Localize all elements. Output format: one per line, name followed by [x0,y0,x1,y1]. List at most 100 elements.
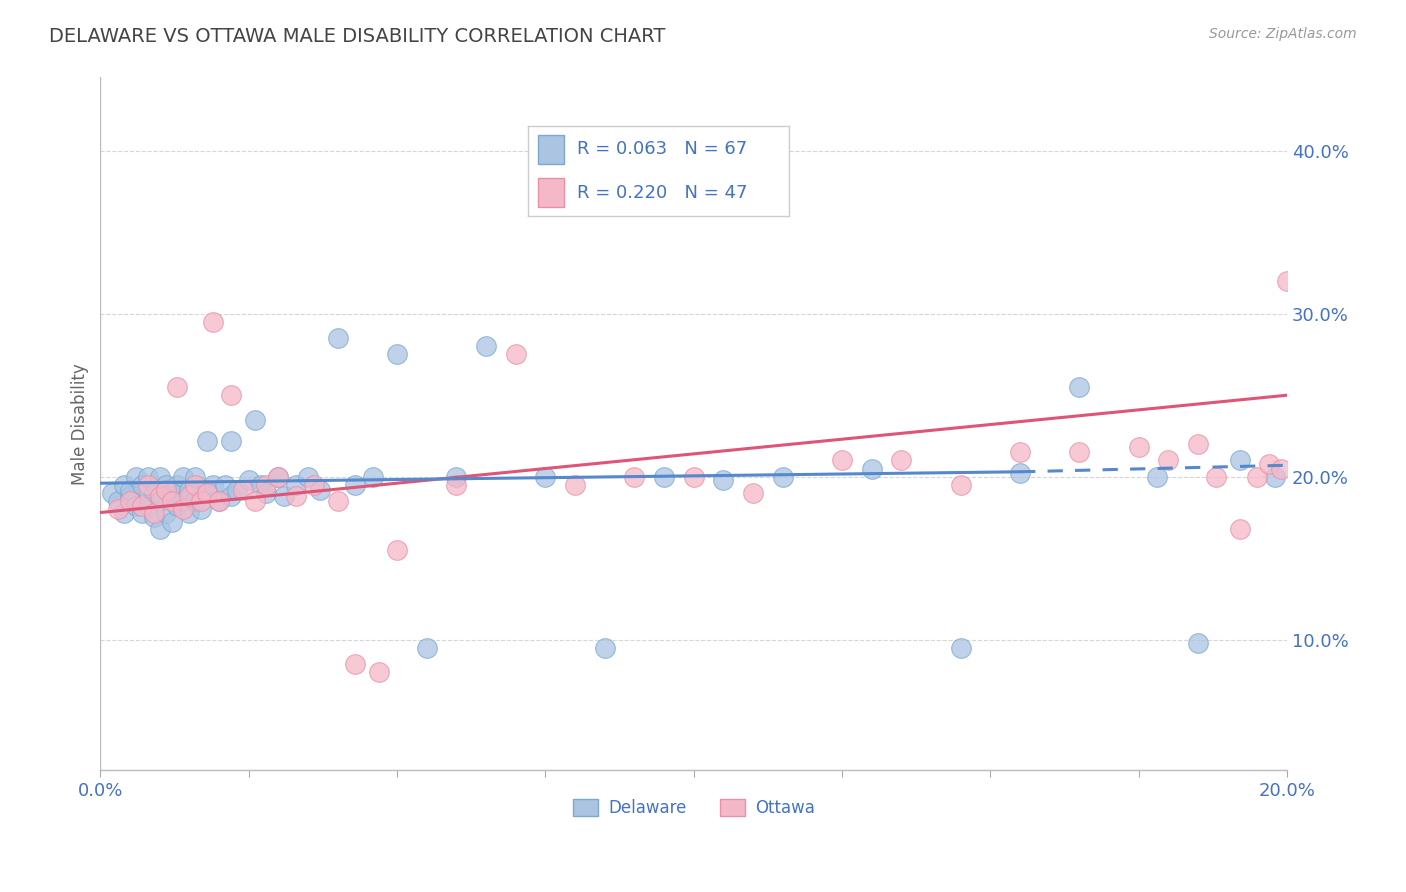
Point [256,478,278,492]
Point [1010,467,1032,481]
Point [219,489,242,503]
Point [344,657,367,671]
Point [297,469,319,483]
Point [112,506,135,520]
Point [118,489,141,503]
Point [256,486,278,500]
Point [195,486,218,500]
Point [1229,453,1251,467]
Point [142,506,165,520]
Point [1010,445,1032,459]
Point [1128,441,1150,455]
Point [149,469,172,483]
Point [652,469,675,483]
Point [136,499,159,513]
Point [225,483,247,497]
Point [149,494,172,508]
Point [131,506,153,520]
Point [243,494,266,508]
Text: DELAWARE VS OTTAWA MALE DISABILITY CORRELATION CHART: DELAWARE VS OTTAWA MALE DISABILITY CORRE… [49,27,665,45]
Point [534,469,557,483]
Point [118,483,141,497]
Point [564,478,586,492]
Point [309,483,332,497]
Point [179,489,201,503]
Point [890,453,912,467]
Point [949,478,972,492]
Point [344,478,367,492]
Point [208,494,231,508]
Point [118,494,141,508]
Point [195,434,218,448]
Point [273,489,295,503]
Point [1229,522,1251,536]
Point [202,478,225,492]
Point [1069,445,1091,459]
Point [219,388,242,402]
Point [1069,380,1091,394]
Point [112,478,135,492]
Point [142,486,165,500]
Point [446,478,468,492]
Point [166,380,188,394]
Point [385,347,408,361]
Point [232,483,254,497]
Point [172,494,194,508]
Point [682,469,704,483]
Point [155,478,177,492]
Point [149,489,172,503]
Point [184,494,207,508]
Point [475,339,498,353]
Point [179,506,201,520]
Point [249,478,271,492]
Point [326,331,349,345]
Point [160,486,183,500]
Point [446,469,468,483]
Point [131,499,153,513]
Point [1258,457,1281,471]
Point [107,494,129,508]
Point [219,434,242,448]
Point [623,469,645,483]
Point [101,486,124,500]
Point [1187,636,1209,650]
Point [179,483,201,497]
Point [172,469,194,483]
Point [1246,469,1268,483]
Point [136,478,159,492]
Legend: Delaware, Ottawa: Delaware, Ottawa [567,792,821,824]
Point [195,483,218,497]
Point [385,543,408,558]
Point [142,510,165,524]
Point [363,469,385,483]
Point [136,469,159,483]
Point [831,453,853,467]
Point [125,499,148,513]
Point [155,506,177,520]
Point [166,499,188,513]
Point [1187,437,1209,451]
Text: Source: ZipAtlas.com: Source: ZipAtlas.com [1209,27,1357,41]
Point [285,478,308,492]
Point [184,478,207,492]
Point [190,494,212,508]
Point [131,478,153,492]
Point [1205,469,1227,483]
Point [1270,461,1292,475]
Point [1275,274,1298,288]
Point [860,461,883,475]
Point [285,489,308,503]
Point [267,469,290,483]
Point [184,469,207,483]
Point [326,494,349,508]
Point [160,516,183,530]
Point [1146,469,1168,483]
Point [238,473,260,487]
Point [1157,453,1180,467]
Point [267,469,290,483]
Point [949,640,972,655]
Point [415,640,437,655]
Y-axis label: Male Disability: Male Disability [72,363,89,484]
Point [214,478,236,492]
Point [593,640,616,655]
